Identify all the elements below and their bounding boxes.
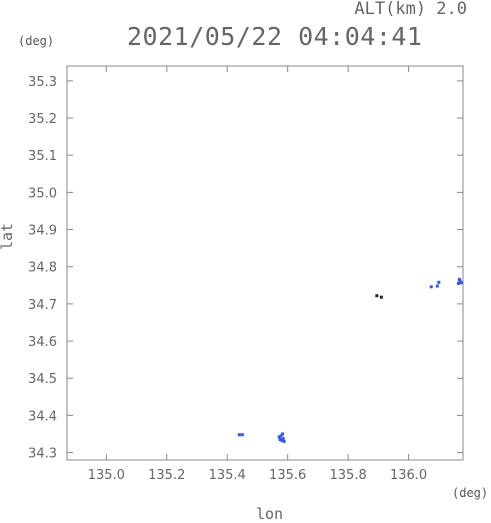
data-point	[459, 281, 463, 285]
x-tick-label: 135.8	[330, 468, 367, 483]
y-tick-label: 34.8	[28, 261, 57, 276]
y-tick-label: 35.1	[28, 149, 57, 164]
x-tick-label: 135.2	[148, 468, 185, 483]
x-tick-label: 135.6	[269, 468, 306, 483]
y-tick-label: 34.5	[28, 372, 57, 387]
x-tick-label: 135.0	[88, 468, 125, 483]
plot-frame	[66, 65, 464, 461]
x-axis-label: lon	[256, 505, 284, 523]
x-unit-label: (deg)	[452, 486, 489, 500]
data-point	[282, 439, 286, 443]
y-unit-label: (deg)	[18, 34, 55, 48]
data-point	[429, 285, 433, 289]
data-point	[277, 435, 281, 439]
y-tick-label: 34.4	[28, 409, 57, 424]
y-tick-label: 34.9	[28, 224, 57, 239]
y-tick-label: 34.6	[28, 335, 57, 350]
data-point	[278, 438, 282, 442]
data-point	[437, 280, 441, 284]
data-point	[237, 433, 241, 437]
timestamp-title: 2021/05/22 04:04:41	[127, 22, 423, 51]
y-tick-label: 35.0	[28, 186, 57, 201]
data-point	[280, 438, 284, 442]
y-tick-label: 35.3	[28, 75, 57, 90]
data-point	[379, 295, 383, 299]
data-point	[240, 433, 244, 437]
altitude-label: ALT(km) 2.0	[354, 0, 467, 19]
data-point	[281, 432, 285, 436]
data-point	[281, 436, 285, 440]
y-tick-label: 35.2	[28, 112, 57, 127]
x-tick-label: 135.4	[209, 468, 246, 483]
data-point	[375, 294, 379, 298]
data-point	[279, 434, 283, 438]
x-tick-label: 136.0	[390, 468, 427, 483]
data-point	[456, 281, 460, 285]
y-tick-label: 34.3	[28, 447, 57, 462]
y-tick-label: 34.7	[28, 298, 57, 313]
data-point	[457, 277, 461, 281]
data-point	[435, 284, 439, 288]
